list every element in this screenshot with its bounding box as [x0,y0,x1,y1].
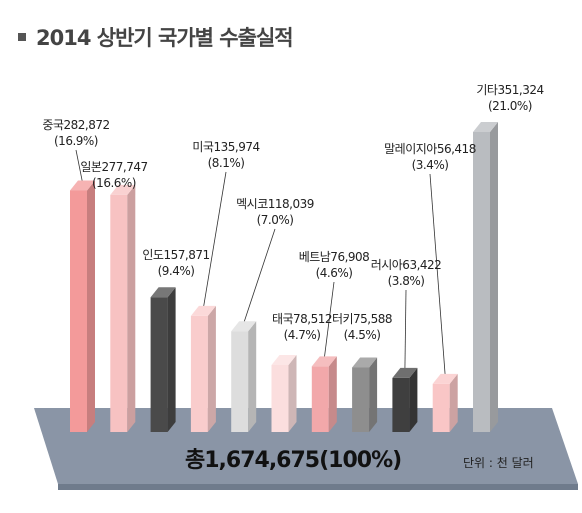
total-label: 총1,674,675(100%) [185,448,401,473]
data-label-percent: (3.8%) [388,274,425,288]
data-label-percent: (4.6%) [316,266,353,280]
bar-인도 [150,287,176,432]
bar-front [190,315,208,432]
leader-line [75,149,83,183]
data-label-value: 멕시코118,039 [236,197,314,211]
bar-side [288,354,297,432]
bar-top [231,321,257,332]
bar-side [127,184,136,432]
bar-top [190,305,216,316]
data-label-value: 태국78,512 [272,312,332,326]
data-label-percent: (8.1%) [208,156,245,170]
bar-멕시코 [231,321,257,432]
bar-top [432,373,458,384]
data-label-value: 터키75,588 [332,312,392,326]
bar-top [70,180,95,191]
bar-말레이지아 [432,373,458,432]
data-label-value: 베트남76,908 [299,250,370,264]
data-label-value: 기타351,324 [476,83,543,97]
bar-front [150,297,168,432]
bar-기타 [473,122,498,432]
leader-lines [75,149,446,376]
bar-front [70,190,87,432]
leader-line [323,281,335,359]
data-label-value: 미국135,974 [192,140,259,154]
data-label-value: 일본277,747 [80,160,147,174]
bar-일본 [110,184,136,432]
bar-side [369,357,378,432]
data-label-value: 말레이지아56,418 [384,142,476,156]
data-label-percent: (3.4%) [412,158,449,172]
bar-side [207,305,216,432]
bar-front [473,132,490,432]
title-bullet-icon [18,33,26,41]
bar-미국 [190,305,216,432]
bar-front [432,383,450,432]
bar-front [110,194,128,432]
bar-터키 [352,357,378,432]
leader-line [404,289,407,370]
bar-front [392,377,410,432]
leader-line [429,173,446,376]
bar-front [271,364,289,432]
bar-top [150,287,176,298]
leader-line [203,171,227,308]
data-label-percent: (16.9%) [54,134,98,148]
data-label-percent: (9.4%) [158,264,195,278]
floor-edge [58,484,578,490]
bar-side [87,180,95,432]
bar-top [311,356,337,367]
bar-중국 [70,180,95,432]
bar-top [110,184,136,195]
bar-베트남 [311,356,337,432]
bar-태국 [271,354,297,432]
bar-front [311,366,329,432]
data-label-percent: (21.0%) [488,99,532,113]
unit-label: 단위 : 천 달러 [463,455,534,470]
data-label-value: 러시아63,422 [371,258,442,272]
bar-top [473,122,498,132]
bar-front [231,331,249,432]
data-label-percent: (4.5%) [344,328,381,342]
data-label-percent: (16.6%) [92,176,136,190]
data-label-percent: (4.7%) [284,328,321,342]
chart-title-block: 2014 상반기 국가별 수출실적 [18,22,294,52]
bar-top [392,367,418,378]
bar-top [271,354,297,365]
data-labels: 중국282,872 (16.9%) 일본277,747 (16.6%) 인도157,87… [42,83,544,342]
bar-side [167,287,176,432]
data-label-value: 중국282,872 [42,118,109,132]
leader-line [243,228,276,324]
bar-side [490,122,498,432]
bar-top [352,357,378,368]
data-label-percent: (7.0%) [257,213,294,227]
chart-title: 2014 상반기 국가별 수출실적 [36,26,294,50]
bar-side [328,356,337,432]
bar-side [409,367,418,432]
data-label-value: 인도157,871 [142,248,209,262]
bar-front [352,367,370,432]
bars [70,122,498,432]
bar-side [248,321,257,432]
bar-side [449,373,458,432]
bar-러시아 [392,367,418,432]
